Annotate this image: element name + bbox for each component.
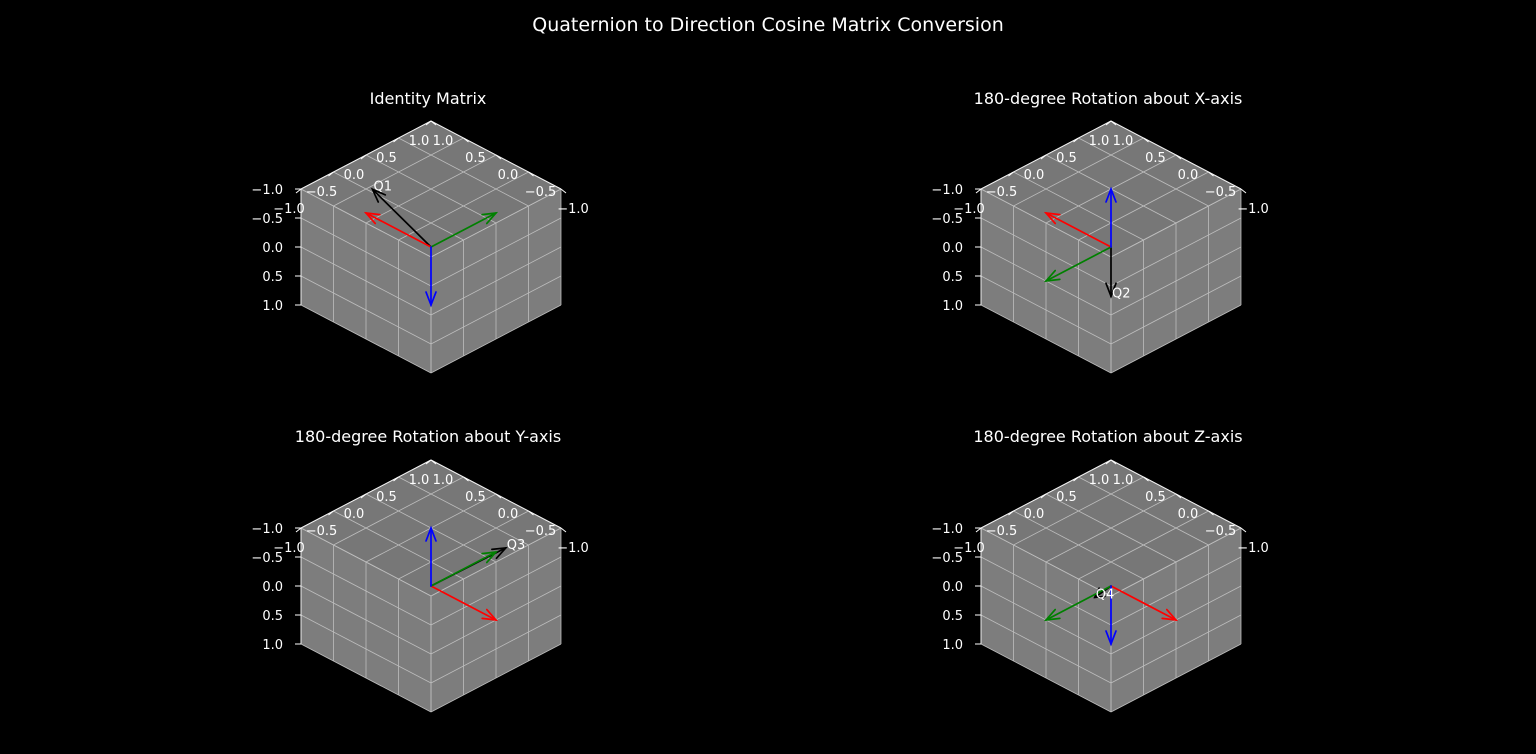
x-tick-label: 1.0 <box>1113 473 1134 488</box>
x-tick-label: 0.0 <box>1178 507 1199 522</box>
z-tick-label: 0.5 <box>942 609 963 624</box>
quaternion-arrow <box>370 187 432 248</box>
z-tick-label: 1.0 <box>262 638 283 653</box>
figure-title: Quaternion to Direction Cosine Matrix Co… <box>532 14 1004 36</box>
x-tick-label: −0.5 <box>1205 524 1237 539</box>
x-tick-label: 0.0 <box>498 168 519 183</box>
z-tick-label: −1.0 <box>251 183 283 198</box>
subplot-1: Identity Matrix−1.0−0.50.00.51.0−1.0−0.5… <box>251 89 589 374</box>
subplot-title: 180-degree Rotation about Z-axis <box>973 427 1242 446</box>
z-tick-label: 1.0 <box>942 299 963 314</box>
x-tick-label: 0.0 <box>1178 168 1199 183</box>
x-tick-label: 0.0 <box>498 507 519 522</box>
z-tick-label: 0.0 <box>942 241 963 256</box>
y-tick-label: 0.5 <box>376 151 397 166</box>
z-tick-label: 1.0 <box>942 638 963 653</box>
x-tick-label: 1.0 <box>1113 134 1134 149</box>
y-axis-arrow <box>1043 246 1112 283</box>
y-tick-label: 0.0 <box>344 168 365 183</box>
y-tick-label: 0.5 <box>376 490 397 505</box>
y-tick-label: 0.5 <box>1056 490 1077 505</box>
quaternion-label: Q1 <box>374 179 393 194</box>
x-tick-label: 1.0 <box>433 473 454 488</box>
quaternion-label: Q2 <box>1112 286 1131 301</box>
y-tick-label: −0.5 <box>986 185 1018 200</box>
x-axis-arrow <box>430 585 499 622</box>
quaternion-arrow <box>1105 246 1117 299</box>
z-tick-label: 0.5 <box>942 270 963 285</box>
subplot-4: 180-degree Rotation about Z-axis−1.0−0.5… <box>931 427 1269 713</box>
y-tick-label: −0.5 <box>306 185 338 200</box>
x-tick-label: 0.5 <box>1145 490 1166 505</box>
y-tick-label: −1.0 <box>953 541 985 556</box>
x-tick-label: −1.0 <box>1237 202 1269 217</box>
y-tick-label: −1.0 <box>273 541 305 556</box>
x-tick-label: 0.5 <box>1145 151 1166 166</box>
y-tick-label: 1.0 <box>1089 473 1110 488</box>
y-tick-label: 0.5 <box>1056 151 1077 166</box>
z-tick-label: 0.0 <box>262 241 283 256</box>
y-tick-label: 1.0 <box>409 473 430 488</box>
z-tick-label: 1.0 <box>262 299 283 314</box>
z-axis-arrow <box>425 246 437 308</box>
y-tick-label: 0.0 <box>1024 507 1045 522</box>
z-axis-arrow <box>1105 585 1117 647</box>
gridlines <box>300 459 562 713</box>
x-axis-arrow <box>1043 211 1112 248</box>
y-axis-arrow <box>1043 585 1112 622</box>
z-tick-label: −0.5 <box>251 212 283 227</box>
y-tick-label: 1.0 <box>1089 134 1110 149</box>
quaternion-label: Q3 <box>507 538 526 553</box>
quaternion-label: Q4 <box>1096 587 1115 602</box>
x-tick-label: 0.5 <box>465 490 486 505</box>
x-tick-label: −1.0 <box>557 541 589 556</box>
z-tick-label: −1.0 <box>931 183 963 198</box>
subplot-title: Identity Matrix <box>370 89 487 108</box>
z-tick-label: −1.0 <box>931 522 963 537</box>
z-tick-label: 0.5 <box>262 609 283 624</box>
y-tick-label: −1.0 <box>273 202 305 217</box>
y-tick-label: −0.5 <box>306 524 338 539</box>
subplots: Identity Matrix−1.0−0.50.00.51.0−1.0−0.5… <box>251 89 1269 713</box>
z-tick-label: 0.5 <box>262 270 283 285</box>
subplot-2: 180-degree Rotation about X-axis−1.0−0.5… <box>931 89 1269 374</box>
y-tick-label: 0.0 <box>1024 168 1045 183</box>
y-tick-label: 1.0 <box>409 134 430 149</box>
z-tick-label: −0.5 <box>251 551 283 566</box>
x-tick-label: −0.5 <box>525 185 557 200</box>
x-tick-label: −0.5 <box>525 524 557 539</box>
subplot-title: 180-degree Rotation about Y-axis <box>295 427 561 446</box>
y-axis-arrow <box>430 211 499 248</box>
z-axis-arrow <box>1105 186 1117 248</box>
x-axis-arrow <box>363 211 432 248</box>
y-tick-label: −1.0 <box>953 202 985 217</box>
x-tick-label: −0.5 <box>1205 185 1237 200</box>
z-axis-arrow <box>425 525 437 587</box>
x-axis-arrow <box>1110 585 1179 622</box>
z-tick-label: 0.0 <box>262 580 283 595</box>
y-tick-label: 0.0 <box>344 507 365 522</box>
x-tick-label: −1.0 <box>1237 541 1269 556</box>
x-tick-label: 0.5 <box>465 151 486 166</box>
x-tick-label: 1.0 <box>433 134 454 149</box>
z-tick-label: 0.0 <box>942 580 963 595</box>
y-tick-label: −0.5 <box>986 524 1018 539</box>
subplot-title: 180-degree Rotation about X-axis <box>974 89 1243 108</box>
y-axis-arrow <box>430 550 499 587</box>
subplot-3: 180-degree Rotation about Y-axis−1.0−0.5… <box>251 427 589 713</box>
z-tick-label: −1.0 <box>251 522 283 537</box>
x-tick-label: −1.0 <box>557 202 589 217</box>
z-tick-label: −0.5 <box>931 212 963 227</box>
z-tick-label: −0.5 <box>931 551 963 566</box>
